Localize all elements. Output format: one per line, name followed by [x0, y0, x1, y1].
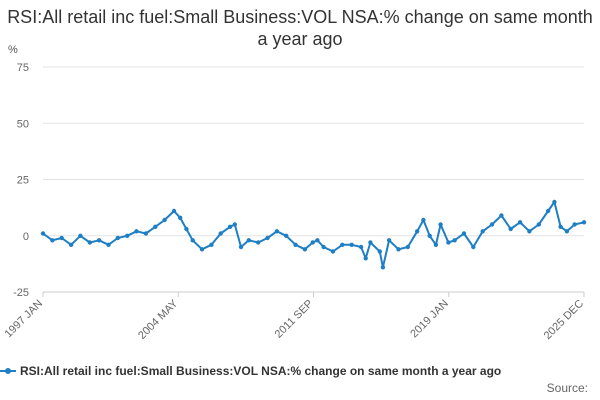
- data-point[interactable]: [377, 249, 382, 254]
- data-point[interactable]: [50, 238, 55, 243]
- data-point[interactable]: [162, 217, 167, 223]
- data-point[interactable]: [386, 238, 392, 243]
- data-point[interactable]: [330, 249, 336, 254]
- chart-title: RSI:All retail inc fuel:Small Business:V…: [7, 7, 593, 49]
- data-point[interactable]: [315, 238, 320, 243]
- data-point[interactable]: [96, 238, 102, 243]
- data-point[interactable]: [171, 208, 177, 214]
- y-axis-ticks: -25 0 25 50 75: [13, 62, 29, 299]
- data-point[interactable]: [115, 235, 121, 241]
- data-point[interactable]: [78, 233, 83, 238]
- gridlines: [43, 66, 584, 293]
- data-point[interactable]: [199, 247, 205, 252]
- source-label: Source:: [546, 381, 588, 395]
- data-point[interactable]: [59, 235, 64, 241]
- data-point[interactable]: [87, 240, 93, 245]
- data-point[interactable]: [340, 242, 345, 247]
- data-point[interactable]: [246, 238, 251, 243]
- data-point[interactable]: [564, 229, 570, 234]
- data-point[interactable]: [363, 256, 368, 261]
- data-point[interactable]: [106, 242, 111, 247]
- data-point[interactable]: [461, 231, 467, 236]
- data-point[interactable]: [558, 224, 563, 229]
- data-point[interactable]: [349, 242, 354, 247]
- x-tick-label: 1997 JAN: [2, 298, 45, 341]
- series-line: [42, 201, 585, 269]
- data-point[interactable]: [446, 240, 451, 245]
- data-point[interactable]: [396, 247, 401, 252]
- data-point[interactable]: [143, 231, 149, 236]
- data-point[interactable]: [499, 213, 504, 218]
- y-axis-unit-label: %: [8, 44, 18, 56]
- data-point[interactable]: [536, 222, 541, 227]
- data-point[interactable]: [572, 222, 577, 227]
- y-tick-label: 0: [23, 231, 29, 243]
- data-point[interactable]: [232, 222, 237, 227]
- data-point[interactable]: [480, 229, 485, 234]
- data-point[interactable]: [471, 244, 476, 250]
- series-layer: [40, 199, 587, 270]
- data-point[interactable]: [68, 242, 74, 247]
- data-point[interactable]: [380, 265, 386, 270]
- y-tick-label: 50: [17, 118, 29, 130]
- data-point[interactable]: [405, 244, 410, 250]
- x-tick-label: 2019 JAN: [408, 298, 451, 341]
- data-point[interactable]: [581, 220, 587, 225]
- data-point[interactable]: [265, 235, 270, 241]
- data-point[interactable]: [310, 240, 315, 245]
- data-point[interactable]: [125, 233, 130, 238]
- data-point[interactable]: [508, 226, 513, 232]
- data-point[interactable]: [238, 244, 244, 250]
- y-tick-label: 75: [17, 62, 29, 74]
- data-point[interactable]: [552, 199, 557, 205]
- data-point[interactable]: [433, 242, 439, 247]
- data-point[interactable]: [321, 244, 326, 250]
- data-point[interactable]: [358, 244, 364, 250]
- data-point[interactable]: [438, 222, 443, 227]
- data-point[interactable]: [368, 240, 373, 245]
- data-point[interactable]: [427, 233, 432, 238]
- data-point[interactable]: [134, 229, 139, 234]
- data-point[interactable]: [284, 233, 289, 238]
- data-point[interactable]: [209, 242, 214, 247]
- data-point[interactable]: [415, 229, 420, 234]
- data-point[interactable]: [302, 247, 308, 252]
- legend-marker-icon: [5, 368, 11, 374]
- data-point[interactable]: [153, 224, 158, 229]
- data-point[interactable]: [227, 224, 233, 229]
- x-tick-label: 2004 MAY: [136, 297, 181, 342]
- data-point[interactable]: [40, 231, 46, 236]
- data-point[interactable]: [452, 238, 457, 243]
- data-point[interactable]: [517, 220, 523, 225]
- data-point[interactable]: [184, 226, 189, 232]
- data-point[interactable]: [545, 208, 551, 214]
- data-point[interactable]: [421, 217, 426, 223]
- data-point[interactable]: [190, 238, 195, 243]
- x-tick-label: 2011 SEP: [273, 298, 316, 341]
- x-axis-ticks: 1997 JAN 2004 MAY 2011 SEP 2019 JAN 2025 DEC: [2, 292, 586, 342]
- data-point[interactable]: [274, 229, 280, 234]
- y-tick-label: 25: [17, 175, 29, 187]
- data-point[interactable]: [256, 240, 261, 245]
- x-tick-label: 2025 DEC: [542, 298, 586, 342]
- data-point[interactable]: [178, 215, 183, 220]
- data-point[interactable]: [293, 242, 298, 247]
- data-point[interactable]: [489, 222, 495, 227]
- y-tick-label: -25: [13, 287, 29, 299]
- data-point[interactable]: [218, 231, 223, 236]
- legend-label: RSI:All retail inc fuel:Small Business:V…: [20, 364, 502, 378]
- legend[interactable]: RSI:All retail inc fuel:Small Business:V…: [0, 363, 600, 379]
- data-point[interactable]: [527, 229, 532, 234]
